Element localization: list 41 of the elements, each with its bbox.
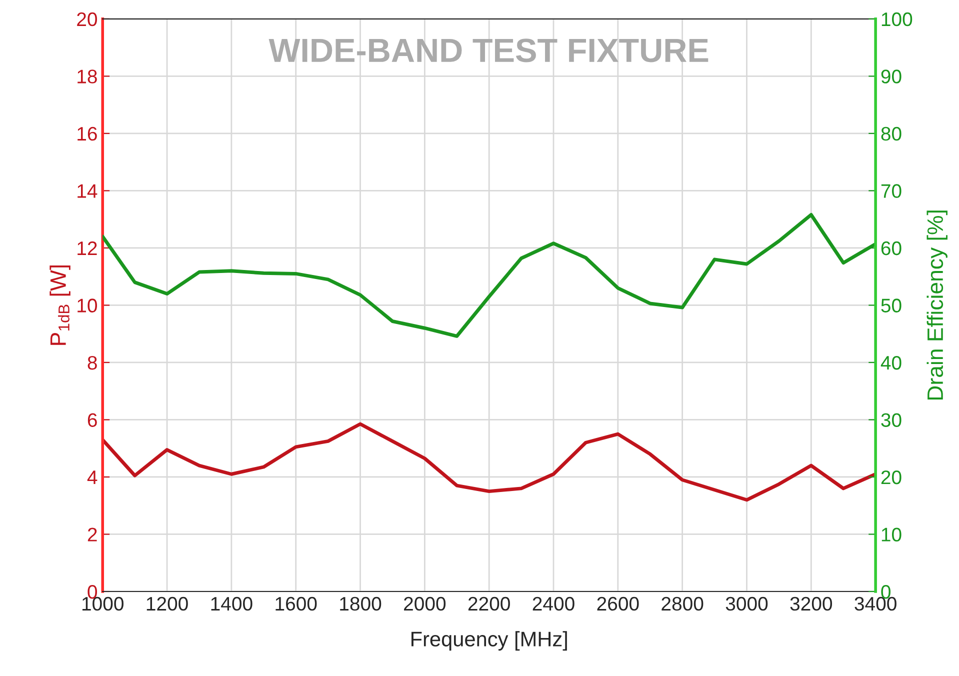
y-axis-title: P$_{1dB}$ [W]	[50, 265, 70, 345]
y2-tick-label: 40	[880, 356, 902, 370]
x-axis-title: Frequency [MHz]	[412, 631, 567, 651]
y-tick-label: 6	[88, 413, 97, 427]
y2-tick-label: 10	[882, 528, 902, 542]
y-tick-label: 18	[78, 70, 97, 84]
y2-tick-label: 90	[881, 70, 902, 84]
x-tick-label: 2000	[404, 596, 446, 611]
x-tick-label: 2600	[597, 596, 639, 611]
x-tick-label: 3400	[854, 596, 896, 611]
y-tick-label: 14	[78, 184, 98, 198]
x-tick-label: 1000	[82, 596, 124, 611]
y2-tick-label: 100	[882, 12, 912, 26]
y-tick-label: 20	[77, 12, 97, 26]
x-tick-label: 3000	[726, 596, 768, 611]
x-tick-label: 2800	[662, 596, 704, 611]
y2-tick-label: 20	[881, 470, 902, 484]
y-tick-label: 4	[87, 470, 98, 484]
x-tick-label: 1800	[340, 596, 382, 611]
y2-tick-label: 0	[881, 584, 890, 599]
y-tick-label: 10	[78, 298, 97, 312]
y2-tick-label: 70	[881, 184, 902, 198]
x-tick-label: 2200	[468, 596, 510, 611]
y-tick-label: 0	[88, 584, 97, 599]
y-tick-label: 2	[88, 528, 97, 542]
x-tick-label: 1600	[276, 596, 317, 611]
x-tick-label: 1400	[211, 596, 252, 611]
line-series	[102, 422, 876, 502]
x-tick-label: 1200	[146, 596, 188, 611]
y-tick-label: 12	[78, 241, 97, 255]
y-tick-label: 8	[88, 356, 97, 370]
y2-tick-label: 60	[881, 241, 902, 256]
x-tick-label: 2400	[532, 596, 574, 611]
x-tick-label: 3200	[790, 596, 832, 611]
y2-axis-title: Drain Efficiency [%]	[926, 210, 948, 400]
line-series	[102, 213, 876, 338]
y-tick-label: 16	[78, 126, 97, 141]
y2-tick-label: 80	[881, 126, 902, 141]
y2-tick-label: 30	[881, 413, 902, 427]
y2-tick-label: 50	[881, 298, 902, 312]
chart-title: WIDE-BAND TEST FIXTURE	[268, 38, 708, 62]
